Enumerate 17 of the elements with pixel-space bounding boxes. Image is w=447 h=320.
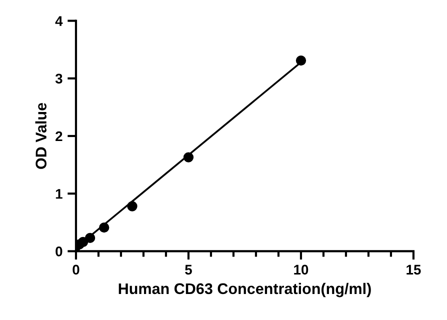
y-tick-label: 3 <box>55 74 62 84</box>
y-tick-label: 0 <box>56 246 62 256</box>
point <box>99 222 110 233</box>
x-tick-label: 5 <box>185 264 192 275</box>
point <box>84 232 96 244</box>
point <box>296 55 306 66</box>
x-tick-label: 15 <box>406 264 421 275</box>
y-tick-label: 4 <box>55 16 63 26</box>
point <box>78 236 88 248</box>
x-tick-label: 0 <box>72 264 80 275</box>
point <box>127 201 138 212</box>
x-tick-label: 10 <box>294 264 308 275</box>
y-axis-title: OD Value <box>35 102 46 169</box>
y-tick-label: 1 <box>56 189 62 199</box>
point <box>183 152 194 162</box>
y-tick-label: 2 <box>56 131 62 142</box>
x-axis-title: Human CD63 Concentration(ng/ml) <box>118 282 371 298</box>
